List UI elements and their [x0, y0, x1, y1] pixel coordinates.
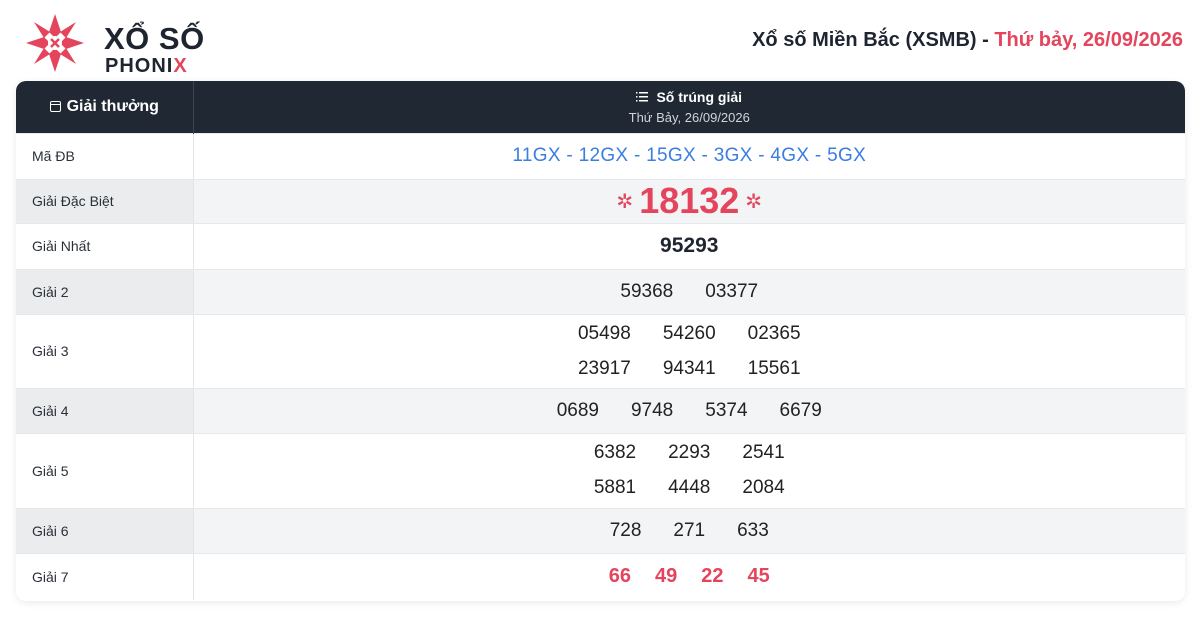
header-numbers-column: Số trúng giải Thứ Bảy, 26/09/2026	[193, 81, 1185, 133]
table-row-dac-biet: Giải Đặc Biệt ✲ 18132 ✲	[16, 179, 1185, 223]
prize-label: Giải 2	[16, 269, 194, 314]
table-row-giai-6: Giải 6 728 271 633	[16, 508, 1185, 553]
logo-underline	[36, 74, 98, 87]
logo-title: XỔ SỐ	[104, 21, 205, 56]
table-row-giai-5: Giải 5 6382 2293 2541 5881 4448 2084	[16, 433, 1185, 508]
prize-number: 9748	[630, 399, 674, 421]
prize-label: Giải 4	[16, 388, 194, 433]
prize-number: 2541	[742, 442, 785, 463]
prize-number: 94341	[662, 357, 716, 379]
prize-label: Giải 3	[16, 314, 194, 388]
prize-number: 22	[701, 565, 724, 588]
first-prize-number: 95293	[660, 234, 719, 257]
list-icon	[636, 91, 649, 102]
prize-number: 2084	[742, 477, 785, 498]
calendar-icon	[49, 100, 61, 112]
table-row-giai-7: Giải 7 66 49 22 45	[16, 553, 1185, 600]
prize-number: 4448	[668, 477, 711, 498]
prize-number: 15561	[747, 357, 801, 379]
prize-label: Mã ĐB	[16, 133, 194, 179]
asterisk-star-icon: ✲	[616, 190, 634, 213]
prize-label: Giải 6	[16, 508, 194, 553]
table-row-giai-2: Giải 2 59368 03377	[16, 269, 1185, 314]
table-row-giai-4: Giải 4 0689 9748 5374 6679	[16, 388, 1185, 433]
prize-number: 45	[747, 565, 770, 588]
table-row-ma-db: Mã ĐB 11GX - 12GX - 15GX - 3GX - 4GX - 5…	[16, 133, 1185, 179]
prize-label: Giải 7	[16, 553, 194, 600]
prize-number: 49	[655, 565, 678, 588]
prize-number: 271	[673, 519, 706, 541]
prize-number: 54260	[662, 322, 716, 344]
prize-number: 2293	[668, 442, 711, 463]
prize-number: 633	[737, 519, 769, 541]
site-logo[interactable]: XỔ SỐ PHONIX	[22, 10, 222, 76]
prize-number: 02365	[747, 322, 801, 344]
asterisk-star-icon: ✲	[745, 190, 763, 213]
page-title-date: Thứ bảy, 26/09/2026	[994, 29, 1183, 51]
prize-number: 05498	[577, 322, 631, 344]
prize-number: 5881	[593, 477, 637, 498]
prize-number: 0689	[556, 399, 599, 421]
special-prize-number: 18132	[639, 180, 740, 221]
header-draw-date: Thứ Bảy, 26/09/2026	[628, 109, 750, 125]
results-table: Giải thưởng Số trúng giải Thứ Bảy, 26/09…	[16, 81, 1185, 601]
header-prize-column: Giải thưởng	[16, 81, 194, 133]
logo-star-icon	[26, 14, 84, 72]
prize-number: 728	[609, 519, 642, 541]
prize-number: 5374	[705, 399, 748, 421]
prize-number: 66	[608, 565, 631, 588]
logo-subtitle: PHONIX	[105, 55, 188, 77]
prize-label: Giải Nhất	[16, 223, 194, 269]
table-row-giai-3: Giải 3 05498 54260 02365 23917 94341 15561	[16, 314, 1185, 388]
site-header: XỔ SỐ PHONIX Xổ số Miền Bắc (XSMB) - Thứ…	[0, 0, 1199, 87]
page-title: Xổ số Miền Bắc (XSMB) - Thứ bảy, 26/09/2…	[752, 29, 1183, 51]
prize-number: 03377	[705, 280, 759, 302]
table-header-row: Giải thưởng Số trúng giải Thứ Bảy, 26/09…	[16, 81, 1185, 133]
prize-label: Giải 5	[16, 433, 194, 508]
prize-number: 23917	[577, 357, 631, 379]
prize-number: 6679	[779, 399, 822, 421]
prize-number: 6382	[593, 442, 637, 463]
prize-number: 59368	[620, 280, 674, 302]
prize-label: Giải Đặc Biệt	[16, 179, 194, 223]
table-row-giai-nhat: Giải Nhất 95293	[16, 223, 1185, 269]
special-codes: 11GX - 12GX - 15GX - 3GX - 4GX - 5GX	[512, 145, 867, 166]
